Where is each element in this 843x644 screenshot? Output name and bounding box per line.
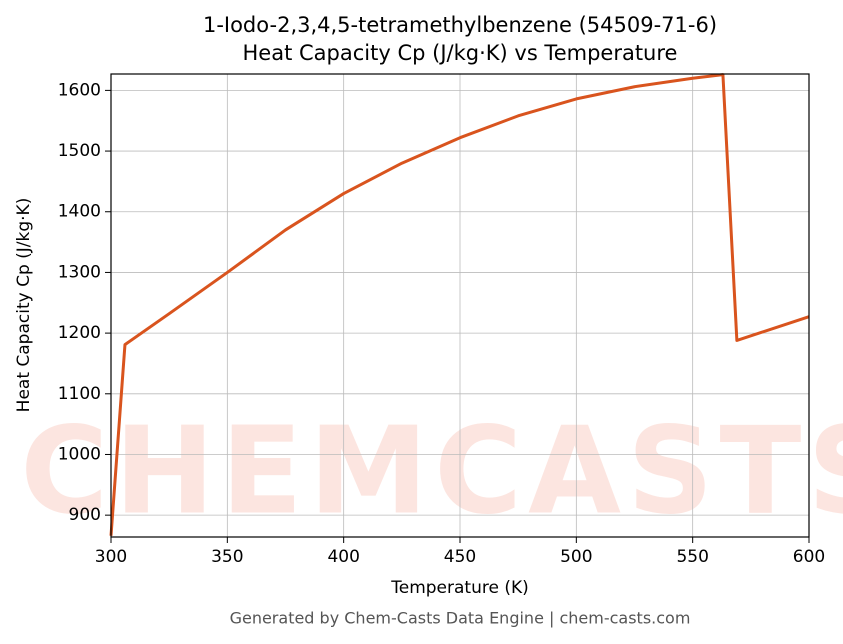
- y-tick-label: 1500: [58, 141, 101, 161]
- x-tick-label: 500: [560, 547, 592, 567]
- y-tick-label: 1200: [58, 323, 101, 343]
- x-tick-label: 450: [444, 547, 476, 567]
- x-tick-label: 350: [211, 547, 243, 567]
- y-tick-label: 1400: [58, 202, 101, 222]
- y-axis-label: Heat Capacity Cp (J/kg·K): [14, 198, 34, 413]
- x-tick-label: 550: [676, 547, 708, 567]
- x-axis-label: Temperature (K): [390, 578, 529, 598]
- line: [109, 73, 810, 536]
- chart-subtitle: Heat Capacity Cp (J/kg·K) vs Temperature: [243, 41, 678, 65]
- y-tick-label: 1100: [58, 384, 101, 404]
- y-tick-label: 1300: [58, 262, 101, 282]
- x-tick-label: 400: [327, 547, 359, 567]
- chart-title: 1-Iodo-2,3,4,5-tetramethylbenzene (54509…: [203, 13, 717, 37]
- footer: Generated by Chem-Casts Data Engine | ch…: [230, 609, 691, 628]
- y-tick-label: 1600: [58, 80, 101, 100]
- y-tick-label: 1000: [58, 444, 101, 464]
- x-tick-label: 600: [793, 547, 825, 567]
- y-tick-label: 900: [69, 505, 101, 525]
- plot-frame: [110, 73, 810, 538]
- watermark: CHEMCASTS: [20, 403, 843, 542]
- x-tick-label: 300: [95, 547, 127, 567]
